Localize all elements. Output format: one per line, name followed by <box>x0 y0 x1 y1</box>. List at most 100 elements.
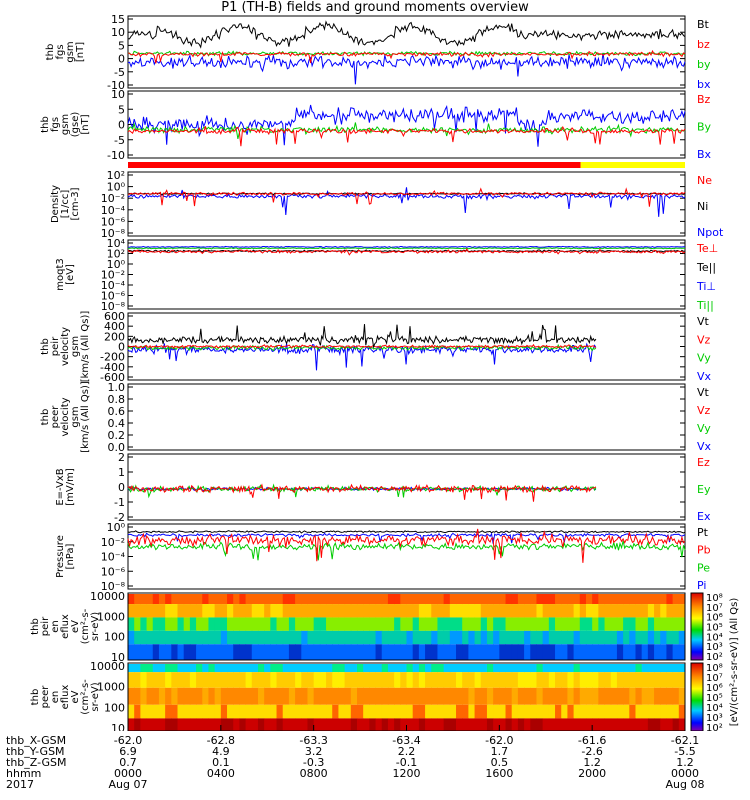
spectrogram-cell <box>437 630 445 645</box>
spectrogram-cell <box>363 704 370 719</box>
spectrogram-cell <box>629 687 636 705</box>
spectrogram-cell <box>332 672 339 688</box>
spectrogram-cell <box>499 718 507 731</box>
spectrogram-cell <box>623 644 630 661</box>
spectrogram-cell <box>561 594 568 605</box>
spectrogram-cell <box>555 604 562 618</box>
spectrogram-cell <box>499 644 507 661</box>
trace-ez <box>127 483 597 502</box>
y-tick-label: 10⁻⁴ <box>101 551 126 564</box>
spectrogram-cell <box>474 644 482 661</box>
spectrogram-cell <box>146 672 154 688</box>
spectrogram-cell <box>418 644 426 661</box>
spectrogram-cell <box>555 594 562 605</box>
spectrogram-cell <box>431 672 438 688</box>
spectrogram-cell <box>524 604 531 618</box>
spectrogram-cell <box>257 664 265 673</box>
spectrogram-cell <box>616 644 624 661</box>
spectrogram-cell <box>400 718 407 731</box>
spectrogram-cell <box>610 604 618 618</box>
spectrogram-cell <box>592 630 599 645</box>
y-tick-label: 0.4 <box>108 417 126 430</box>
spectrogram-cell <box>307 594 315 605</box>
spectrogram-cell <box>369 630 377 645</box>
spectrogram-cell <box>610 664 618 673</box>
spectrogram-cell <box>319 644 327 661</box>
spectrogram-cell <box>616 687 624 705</box>
spectrogram-cell <box>387 630 395 645</box>
spectrogram-cell <box>462 594 469 605</box>
spectrogram-cell <box>356 594 364 605</box>
spectrogram-cell <box>332 718 339 731</box>
spectrogram-cell <box>443 604 451 618</box>
spectrogram-cell <box>573 594 581 605</box>
spectrogram-cell <box>326 630 333 645</box>
spectrogram-cell <box>641 604 649 618</box>
spectrogram-cell <box>233 594 240 605</box>
legend-entry: Vz <box>697 404 711 417</box>
legend-entry: Bt <box>697 18 710 31</box>
spectrogram-cell <box>227 718 234 731</box>
spectrogram-cell <box>555 617 562 631</box>
spectrogram-cell <box>511 617 519 631</box>
spectrogram-cell <box>449 594 457 605</box>
footer-value: 4.9 <box>212 745 230 758</box>
spectrogram-cell <box>158 644 166 661</box>
spectrogram-cell <box>146 687 154 705</box>
y-axis-label: thb <box>45 44 56 61</box>
spectrogram-cell <box>678 617 686 631</box>
spectrogram-cell <box>276 687 284 705</box>
spectrogram-cell <box>128 704 135 719</box>
spectrogram-cell <box>660 704 667 719</box>
spectrogram-cell <box>499 704 507 719</box>
panel-frame <box>127 15 686 89</box>
footer-year: 2017 <box>6 778 34 791</box>
spectrogram-cell <box>307 672 315 688</box>
spectrogram-cell <box>449 644 457 661</box>
y-axis-label: velocity <box>60 327 71 366</box>
trace-npot <box>127 187 686 217</box>
spectrogram-cell <box>493 687 500 705</box>
spectrogram-cell <box>561 604 568 618</box>
y-tick-label: -10 <box>107 79 125 92</box>
legend-entry: by <box>697 58 711 71</box>
spectrogram-cell <box>220 617 228 631</box>
y-axis-label: gsm <box>60 114 71 135</box>
y-tick-label: -600 <box>100 371 125 384</box>
spectrogram-cell <box>227 672 234 688</box>
spectrogram-cell <box>592 687 599 705</box>
spectrogram-cell <box>567 594 575 605</box>
spectrogram-cell <box>425 594 432 605</box>
spectrogram-cell <box>257 718 265 731</box>
spectrogram-cell <box>425 687 432 705</box>
spectrogram-cell <box>233 617 240 631</box>
footer-value: -0.1 <box>395 756 418 769</box>
spectrogram-cell <box>338 672 346 688</box>
spectrogram-cell <box>431 604 438 618</box>
spectrogram-cell <box>233 718 240 731</box>
spectrogram-cell <box>208 594 216 605</box>
colorbar <box>690 662 704 731</box>
spectrogram-cell <box>270 687 278 705</box>
spectrogram-cell <box>245 644 253 661</box>
spectrogram-cell <box>387 718 395 731</box>
spectrogram-cell <box>474 604 482 618</box>
y-axis-label: thb <box>30 689 41 706</box>
spectrogram-cell <box>468 630 476 645</box>
spectrogram-cell <box>251 594 259 605</box>
y-tick-label: 10⁻⁶ <box>101 290 126 303</box>
spectrogram-cell <box>431 704 438 719</box>
spectrogram-cell <box>146 604 154 618</box>
spectrogram-cell <box>480 718 488 731</box>
y-tick-label: 10⁴ <box>107 237 126 250</box>
spectrogram-cell <box>177 704 185 719</box>
spectrogram-cell <box>152 704 160 719</box>
spectrogram-cell <box>400 704 407 719</box>
spectrogram-cell <box>251 664 259 673</box>
spectrogram-cell <box>282 644 290 661</box>
spectrogram-cell <box>251 672 259 688</box>
spectrogram-cell <box>288 630 296 645</box>
spectrogram-cell <box>202 644 209 661</box>
spectrogram-cell <box>666 664 674 673</box>
colorbar-tick: 10⁵ <box>706 693 723 704</box>
